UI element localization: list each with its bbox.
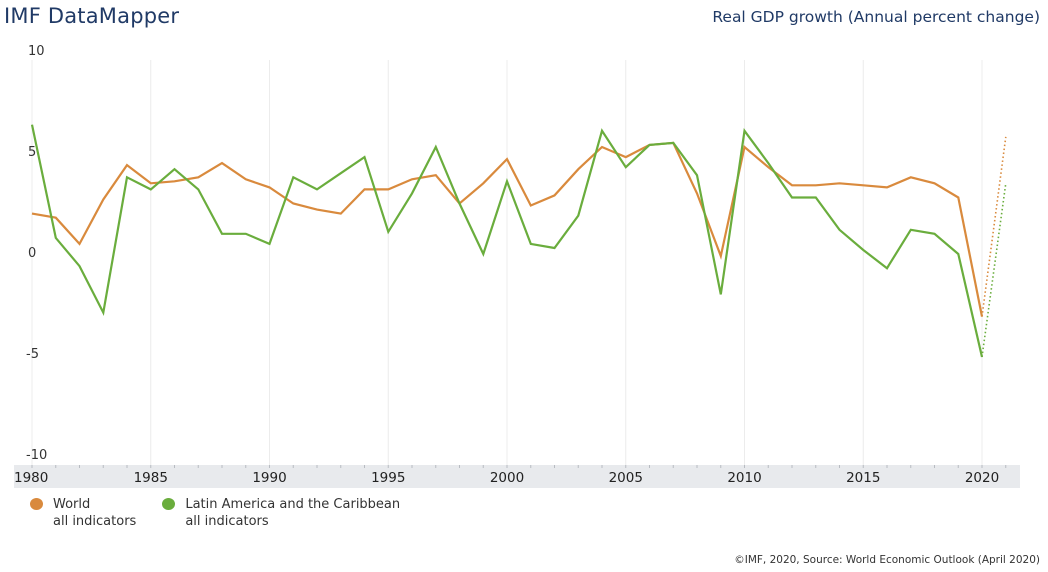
y-tick-label: 10 xyxy=(28,44,45,59)
x-tick-label: 2005 xyxy=(609,470,643,486)
series-line-world[interactable] xyxy=(31,141,984,317)
y-tick-label: -5 xyxy=(26,347,39,362)
source-footer: ©IMF, 2020, Source: World Economic Outlo… xyxy=(734,554,1040,566)
x-tick-label: 1985 xyxy=(134,470,168,486)
y-tick-label: -10 xyxy=(26,448,47,463)
projection-line-world xyxy=(981,136,1007,317)
y-tick-label: 0 xyxy=(28,246,36,261)
chart-subtitle: Real GDP growth (Annual percent change) xyxy=(712,8,1040,26)
legend-label-world: World xyxy=(53,497,91,512)
projection-line-lac xyxy=(981,183,1007,358)
x-tick-label: 2020 xyxy=(965,470,999,486)
y-axis-ticks: 10 5 0 -5 -10 xyxy=(26,44,47,463)
x-axis-ticks: 1980 1985 1990 1995 2000 2005 2010 2015 2020 xyxy=(14,465,1007,486)
x-tick-label: 2000 xyxy=(490,470,524,486)
grid-lines xyxy=(31,60,983,465)
legend-dot-lac xyxy=(162,498,176,510)
x-tick-label: 1980 xyxy=(14,470,48,486)
legend-sub-world: all indicators xyxy=(53,514,137,529)
x-tick-label: 1990 xyxy=(252,470,286,486)
x-tick-label: 2015 xyxy=(846,470,880,486)
legend-item-lac[interactable]: Latin America and the Caribbean all indi… xyxy=(162,496,400,530)
x-tick-label: 1995 xyxy=(371,470,405,486)
line-chart: 1980 1985 1990 1995 2000 2005 2010 2015 2020 10 5… xyxy=(14,44,1020,488)
x-axis-band xyxy=(14,465,1020,488)
x-tick-label: 2010 xyxy=(727,470,761,486)
legend: World all indicators Latin America and t… xyxy=(30,496,400,530)
legend-label-lac: Latin America and the Caribbean xyxy=(185,497,401,512)
series-lines xyxy=(30,124,1007,358)
legend-item-world[interactable]: World all indicators xyxy=(30,496,136,530)
brand-title: IMF DataMapper xyxy=(4,4,180,28)
legend-sub-lac: all indicators xyxy=(185,514,269,529)
legend-dot-world xyxy=(30,498,43,510)
series-line-lac[interactable] xyxy=(30,124,984,358)
y-tick-label: 5 xyxy=(28,145,36,160)
